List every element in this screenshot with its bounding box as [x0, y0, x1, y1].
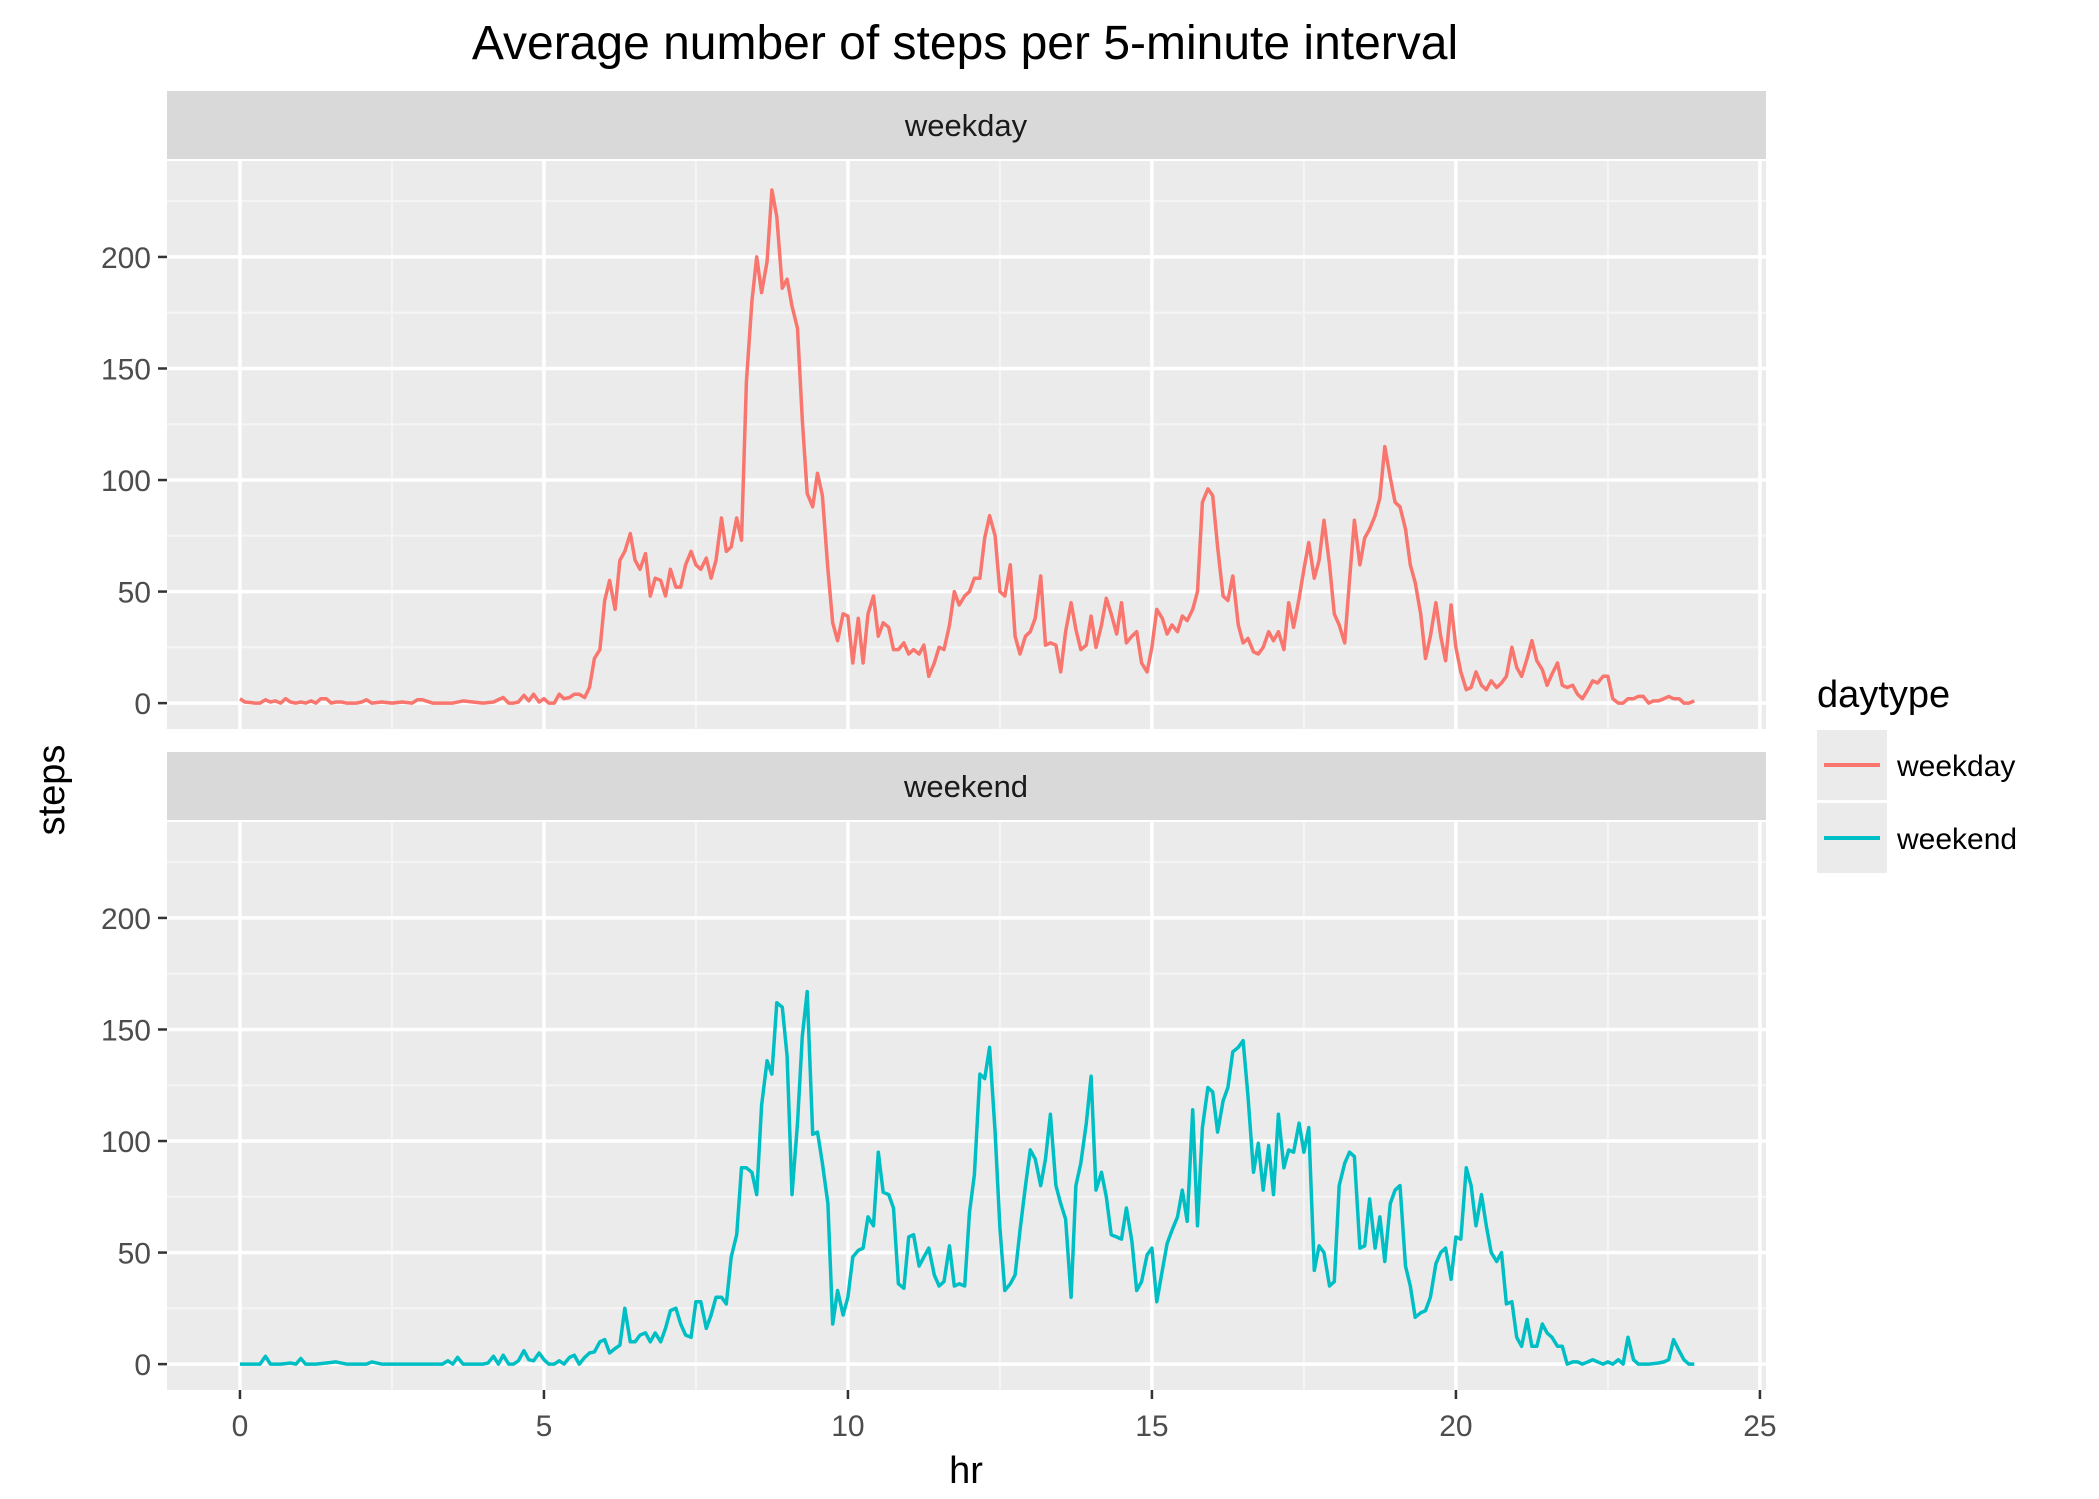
legend-label-weekday: weekday — [1896, 750, 2015, 783]
y-tick-label: 0 — [134, 688, 151, 721]
y-tick-label: 50 — [118, 1238, 151, 1271]
strip-weekend — [167, 752, 1766, 820]
y-tick-label: 100 — [101, 1126, 151, 1159]
x-tick-label: 10 — [831, 1410, 864, 1443]
y-tick-label: 50 — [118, 577, 151, 610]
y-axis-weekend: 0 50 100 150 200 — [101, 903, 167, 1382]
legend-label-weekend: weekend — [1896, 823, 2017, 856]
panel-weekend: weekend 0 50 100 150 200 0 5 10 15 — [101, 752, 1777, 1443]
x-tick-label: 5 — [536, 1410, 553, 1443]
y-tick-label: 200 — [101, 242, 151, 275]
x-tick-label: 25 — [1743, 1410, 1776, 1443]
panel-weekday: weekday 0 50 100 150 200 — [101, 91, 1766, 729]
plot-area-weekend — [167, 822, 1766, 1390]
legend-title: daytype — [1817, 674, 1950, 716]
y-axis-title: steps — [31, 745, 73, 836]
x-tick-label: 15 — [1135, 1410, 1168, 1443]
strip-label-weekend: weekend — [903, 769, 1028, 804]
y-axis-weekday: 0 50 100 150 200 — [101, 242, 167, 721]
y-tick-label: 150 — [101, 1014, 151, 1047]
legend: daytype weekday weekend — [1817, 674, 2017, 873]
y-tick-label: 100 — [101, 465, 151, 498]
x-axis: 0 5 10 15 20 25 — [232, 1390, 1777, 1443]
minor-grid-weekend — [167, 822, 1766, 1390]
y-tick-label: 150 — [101, 353, 151, 386]
series-line-weekday — [239, 188, 1695, 705]
series-weekday — [239, 188, 1695, 705]
series-line-weekend — [240, 989, 1695, 1366]
major-grid-weekend — [167, 822, 1766, 1390]
strip-label-weekday: weekday — [904, 108, 1028, 143]
major-grid-weekday — [167, 161, 1766, 729]
strip-weekday — [167, 91, 1766, 159]
x-tick-label: 0 — [232, 1410, 249, 1443]
x-axis-title: hr — [949, 1450, 983, 1492]
x-tick-label: 20 — [1439, 1410, 1472, 1443]
y-tick-label: 200 — [101, 903, 151, 936]
plot-area-weekday — [167, 161, 1766, 729]
series-weekend — [240, 989, 1695, 1366]
chart-title: Average number of steps per 5-minute int… — [472, 17, 1458, 70]
y-tick-label: 0 — [134, 1349, 151, 1382]
